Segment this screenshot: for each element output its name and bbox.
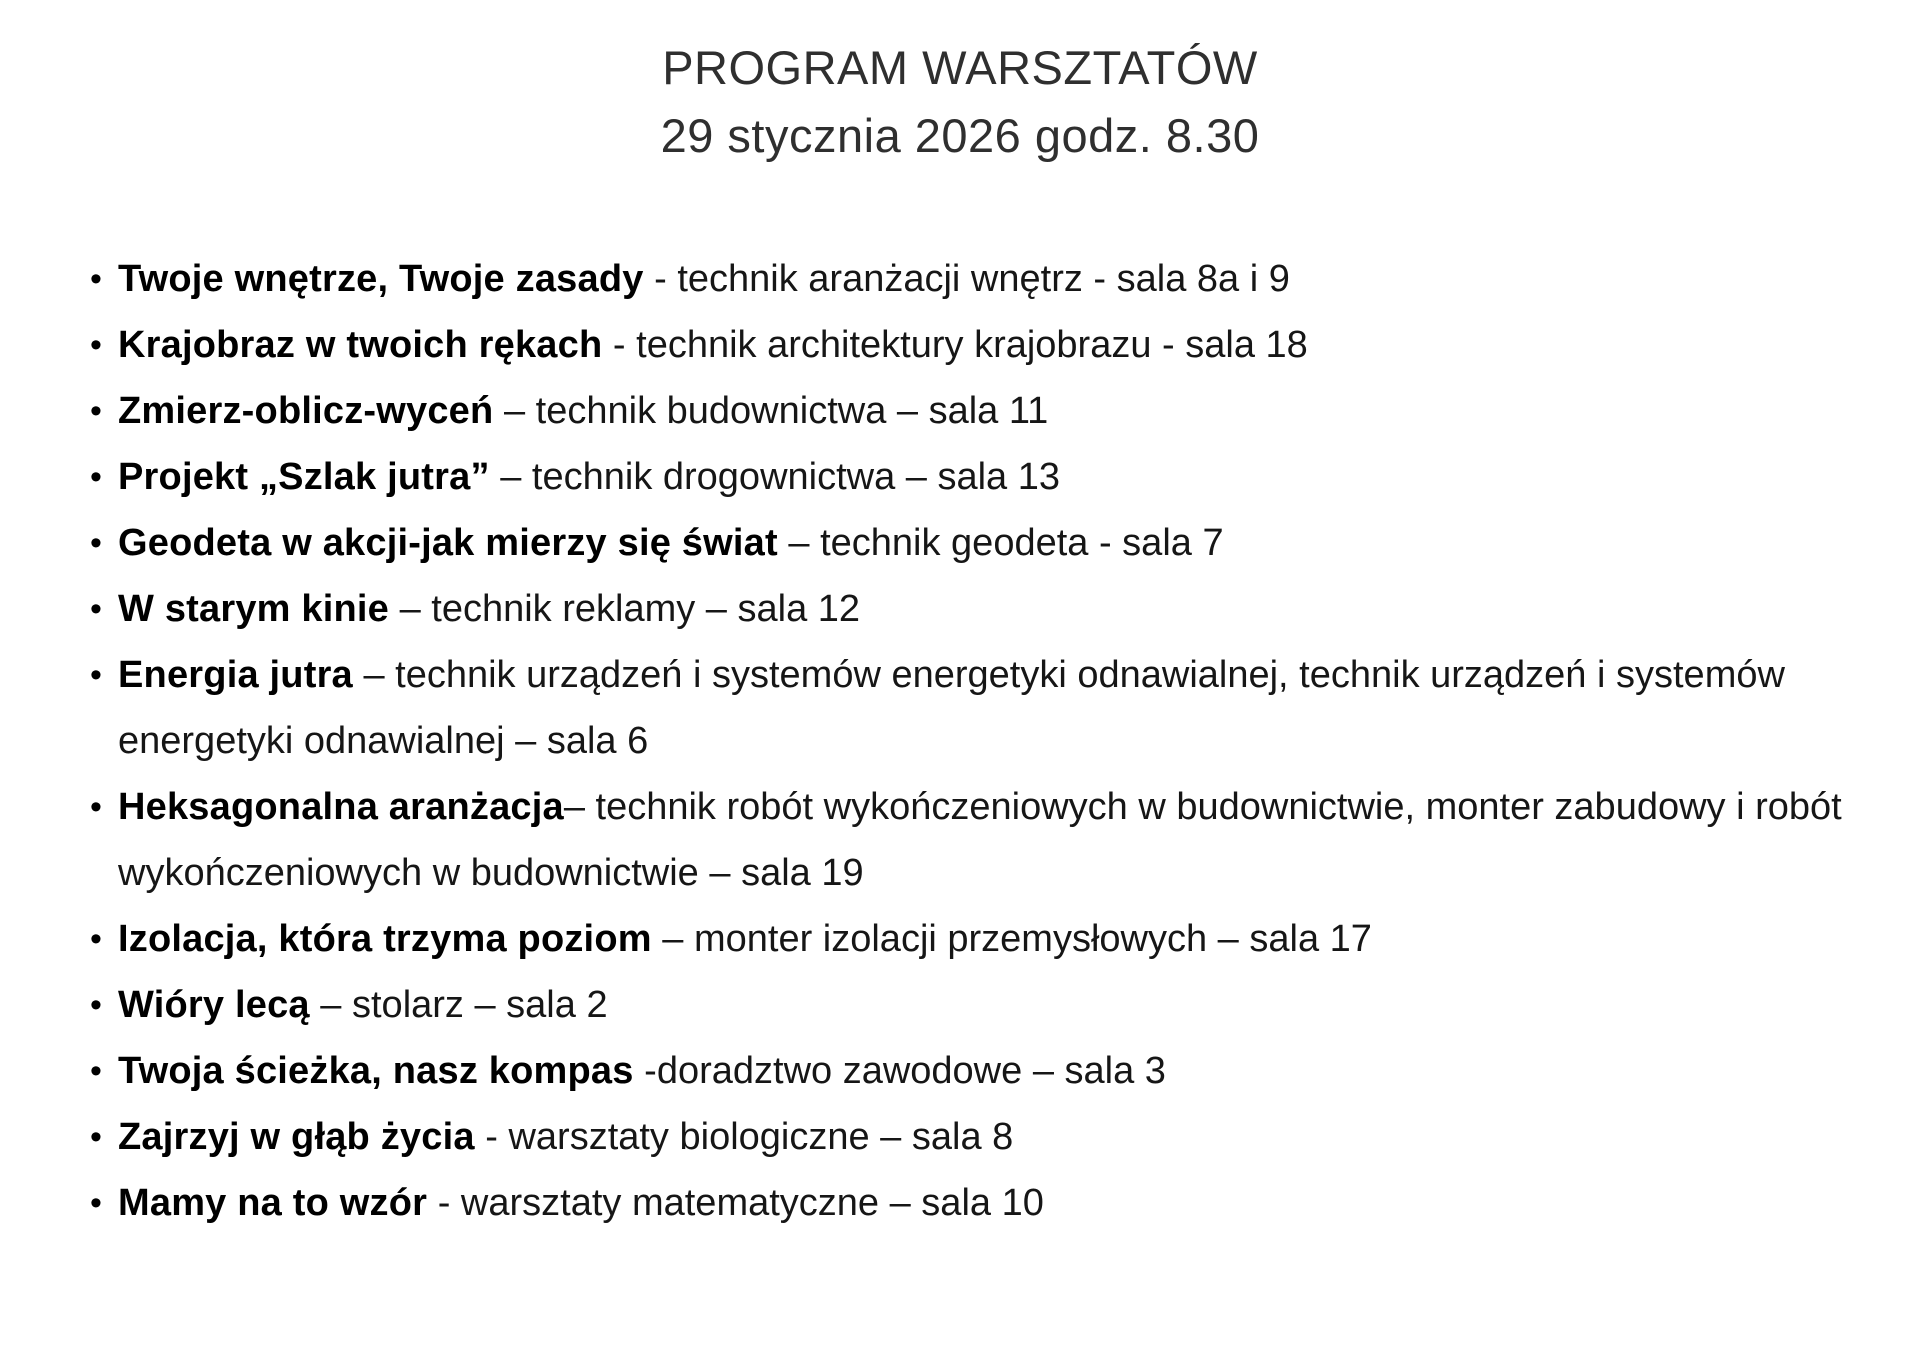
list-item: • Twoja ścieżka, nasz kompas -doradztwo … <box>88 1038 1860 1104</box>
list-item: • Twoje wnętrze, Twoje zasady - technik … <box>88 246 1860 312</box>
bullet-icon: • <box>90 392 102 430</box>
list-item: • Heksagonalna aranżacja– technik robót … <box>88 774 1860 906</box>
workshop-details: – technik urządzeń i systemów energetyki… <box>118 654 1785 762</box>
workshop-name: W starym kinie <box>118 588 390 630</box>
list-item-text: Twoja ścieżka, nasz kompas -doradztwo za… <box>118 1050 1166 1092</box>
list-item-text: Zmierz-oblicz-wyceń – technik budownictw… <box>118 390 1048 432</box>
list-item: • Geodeta w akcji-jak mierzy się świat –… <box>88 510 1860 576</box>
workshop-details: – stolarz – sala 2 <box>309 984 608 1026</box>
bullet-icon: • <box>90 986 102 1024</box>
page-subtitle: 29 stycznia 2026 godz. 8.30 <box>660 109 1260 162</box>
list-item-text: Projekt „Szlak jutra” – technik drogowni… <box>118 456 1060 498</box>
document-header: PROGRAM WARSZTATÓW 29 stycznia 2026 godz… <box>0 0 1920 170</box>
workshop-details: – monter izolacji przemysłowych – sala 1… <box>651 918 1372 960</box>
workshop-list: • Twoje wnętrze, Twoje zasady - technik … <box>88 246 1860 1236</box>
workshop-name: Heksagonalna aranżacja <box>118 786 564 828</box>
workshop-name: Izolacja, która trzyma poziom <box>118 918 652 960</box>
list-item: • W starym kinie – technik reklamy – sal… <box>88 576 1860 642</box>
workshop-details: – technik reklamy – sala 12 <box>389 588 861 630</box>
bullet-icon: • <box>90 788 102 826</box>
workshop-details: - technik architektury krajobrazu - sala… <box>602 324 1308 366</box>
workshop-name: Geodeta w akcji-jak mierzy się świat <box>118 522 778 564</box>
list-item: • Projekt „Szlak jutra” – technik drogow… <box>88 444 1860 510</box>
list-item-text: Geodeta w akcji-jak mierzy się świat – t… <box>118 522 1224 564</box>
list-item: • Zmierz-oblicz-wyceń – technik budownic… <box>88 378 1860 444</box>
workshop-details: – technik geodeta - sala 7 <box>777 522 1224 564</box>
workshop-details: – technik robót wykończeniowych w budown… <box>118 786 1842 894</box>
list-item-text: W starym kinie – technik reklamy – sala … <box>118 588 860 630</box>
list-item-text: Twoje wnętrze, Twoje zasady - technik ar… <box>118 258 1290 300</box>
list-item: • Izolacja, która trzyma poziom – monter… <box>88 906 1860 972</box>
workshop-name: Projekt „Szlak jutra” <box>118 456 490 498</box>
bullet-icon: • <box>90 1118 102 1156</box>
bullet-icon: • <box>90 458 102 496</box>
bullet-icon: • <box>90 920 102 958</box>
workshop-name: Twoje wnętrze, Twoje zasady <box>118 258 644 300</box>
workshop-name: Twoja ścieżka, nasz kompas <box>118 1050 634 1092</box>
workshop-name: Zajrzyj w głąb życia <box>118 1116 475 1158</box>
list-item-text: Wióry lecą – stolarz – sala 2 <box>118 984 608 1026</box>
workshop-name: Wióry lecą <box>118 984 310 1026</box>
page-title: PROGRAM WARSZTATÓW <box>662 41 1258 94</box>
workshop-details: – technik budownictwa – sala 11 <box>493 390 1049 432</box>
workshop-details: - warsztaty matematyczne – sala 10 <box>427 1182 1044 1224</box>
list-item-text: Heksagonalna aranżacja– technik robót wy… <box>118 786 1842 894</box>
workshop-name: Zmierz-oblicz-wyceń <box>118 390 494 432</box>
list-item-text: Krajobraz w twoich rękach - technik arch… <box>118 324 1308 366</box>
bullet-icon: • <box>90 656 102 694</box>
bullet-icon: • <box>90 590 102 628</box>
workshop-details: -doradztwo zawodowe – sala 3 <box>633 1050 1166 1092</box>
list-item-text: Izolacja, która trzyma poziom – monter i… <box>118 918 1372 960</box>
list-item: • Wióry lecą – stolarz – sala 2 <box>88 972 1860 1038</box>
list-item: • Zajrzyj w głąb życia - warsztaty biolo… <box>88 1104 1860 1170</box>
list-item-text: Zajrzyj w głąb życia - warsztaty biologi… <box>118 1116 1013 1158</box>
list-item: • Mamy na to wzór - warsztaty matematycz… <box>88 1170 1860 1236</box>
bullet-icon: • <box>90 260 102 298</box>
workshop-details: - technik aranżacji wnętrz - sala 8a i 9 <box>643 258 1290 300</box>
workshop-name: Energia jutra <box>118 654 353 696</box>
bullet-icon: • <box>90 1184 102 1222</box>
workshop-details: – technik drogownictwa – sala 13 <box>489 456 1061 498</box>
list-item: • Energia jutra – technik urządzeń i sys… <box>88 642 1860 774</box>
bullet-icon: • <box>90 524 102 562</box>
workshop-details: - warsztaty biologiczne – sala 8 <box>474 1116 1014 1158</box>
list-item-text: Energia jutra – technik urządzeń i syste… <box>118 654 1785 762</box>
workshop-name: Krajobraz w twoich rękach <box>118 324 603 366</box>
bullet-icon: • <box>90 326 102 364</box>
list-item: • Krajobraz w twoich rękach - technik ar… <box>88 312 1860 378</box>
list-item-text: Mamy na to wzór - warsztaty matematyczne… <box>118 1182 1044 1224</box>
workshop-name: Mamy na to wzór <box>118 1182 428 1224</box>
bullet-icon: • <box>90 1052 102 1090</box>
